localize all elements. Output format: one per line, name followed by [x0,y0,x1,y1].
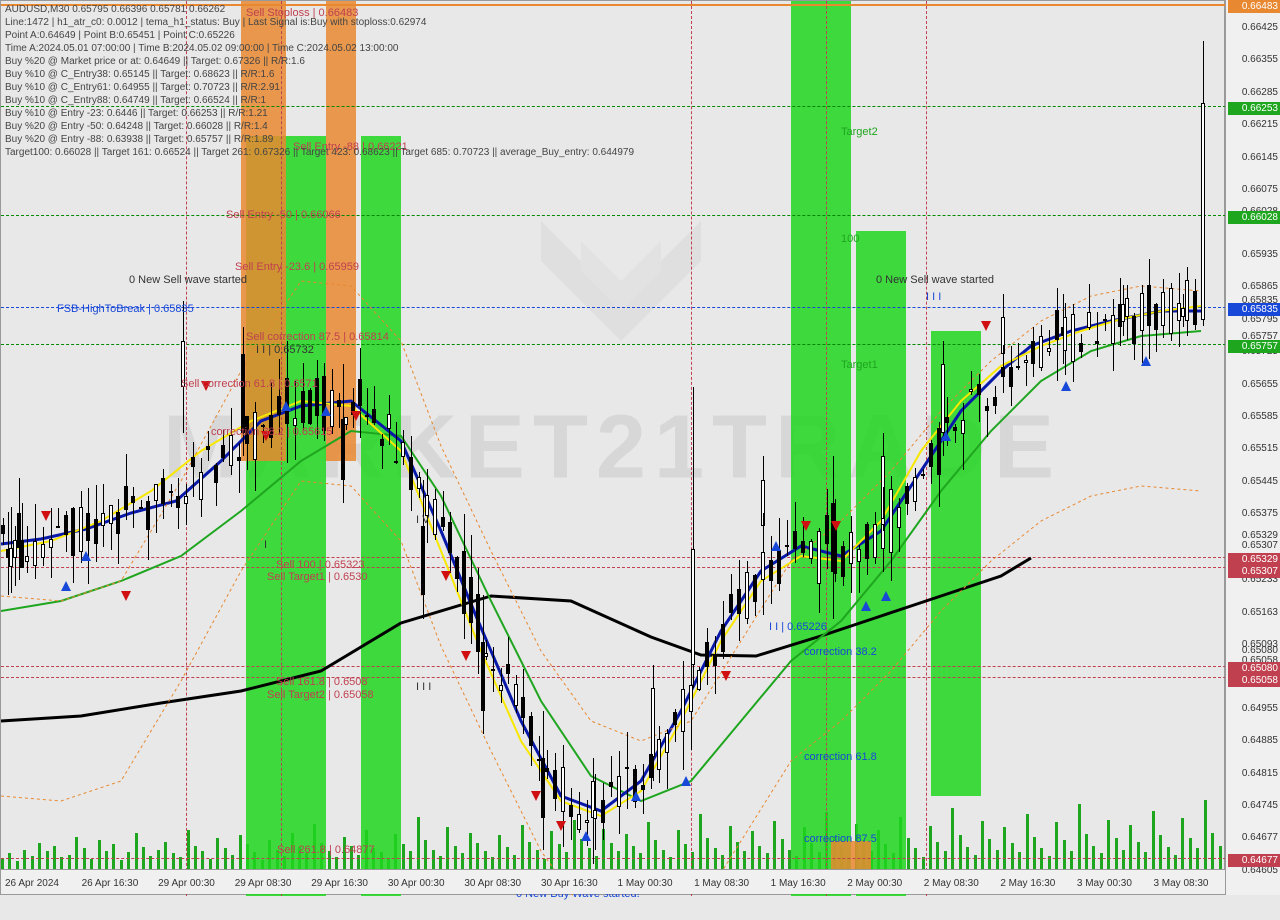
chart-plot-area[interactable]: MARKET21TRADE Sell Stoploss | 0.66483Sel… [0,0,1225,895]
x-axis: 26 Apr 202426 Apr 16:3029 Apr 00:3029 Ap… [1,869,1226,894]
y-axis: 0.664830.664250.663550.662850.662530.662… [1225,0,1280,895]
info-panel: AUDUSD,M30 0.65795 0.66396 0.65781 0.662… [5,3,634,159]
